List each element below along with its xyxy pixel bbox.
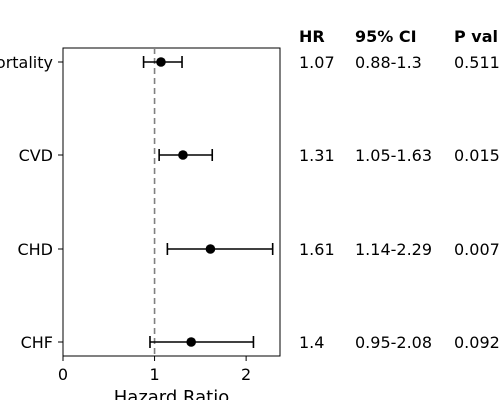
y-tick-label: Mortality [0, 53, 53, 72]
p-value: 0.015 [454, 146, 500, 165]
hr-value: 1.61 [299, 240, 335, 259]
ci-value: 1.05-1.63 [355, 146, 432, 165]
table-header-cell: 95% CI [355, 27, 417, 46]
x-tick-label: 2 [241, 365, 251, 384]
ci-value: 1.14-2.29 [355, 240, 432, 259]
x-axis: 0 1 2 [58, 356, 251, 384]
y-tick-label: CHD [17, 240, 53, 259]
x-tick-label: 1 [149, 365, 159, 384]
ci-value: 0.95-2.08 [355, 333, 432, 352]
x-axis-label: Hazard Ratio [114, 387, 230, 400]
ci-value: 0.88-1.3 [355, 53, 422, 72]
table-header-cell: P val [454, 27, 498, 46]
table-header-cell: HR [299, 27, 325, 46]
plot-frame [62, 47, 281, 357]
p-value: 0.511 [454, 53, 500, 72]
hr-point [205, 244, 216, 254]
y-tick-label: CVD [19, 146, 53, 165]
hr-value: 1.31 [299, 146, 335, 165]
p-value: 0.092 [454, 333, 500, 352]
x-tick-label: 0 [58, 365, 68, 384]
table-body: 1.07 0.88-1.3 0.511 1.31 1.05-1.63 0.015 1.61 1… [299, 53, 500, 352]
p-value: 0.007 [454, 240, 500, 259]
hr-value: 1.07 [299, 53, 335, 72]
hr-value: 1.4 [299, 333, 324, 352]
hr-point [186, 337, 196, 347]
y-tick-label: CHF [21, 333, 53, 352]
hr-point [156, 57, 166, 67]
hr-point [178, 150, 188, 160]
forest-rows: Mortality CVD CHD CHF [0, 53, 274, 352]
table-header: HR 95% CI P val [299, 27, 498, 46]
